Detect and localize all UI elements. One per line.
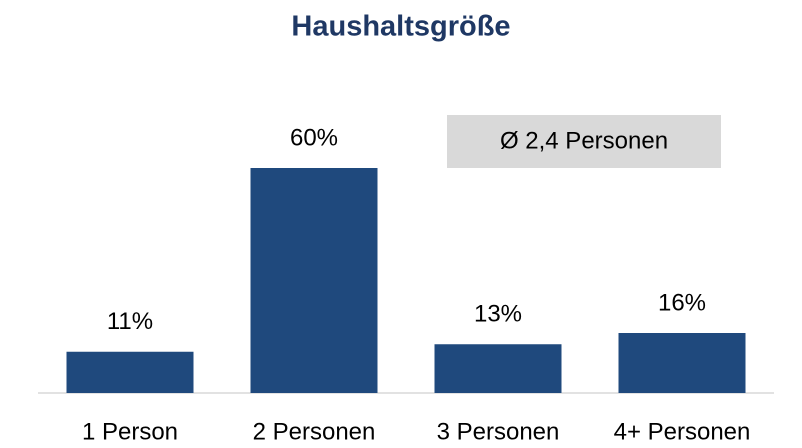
bar xyxy=(434,344,562,393)
data-label: 16% xyxy=(658,289,706,316)
bar xyxy=(66,351,194,393)
annotation-box xyxy=(447,115,721,168)
x-tick-label: 3 Personen xyxy=(437,418,560,445)
x-tick-label: 1 Person xyxy=(82,418,178,445)
annotation: Ø 2,4 Personen xyxy=(500,127,668,154)
chart-title: Haushaltsgröße xyxy=(291,11,510,43)
data-label: 60% xyxy=(290,124,338,151)
x-tick-label: 2 Personen xyxy=(253,418,376,445)
bar xyxy=(250,168,378,393)
x-tick-label: 4+ Personen xyxy=(614,418,751,445)
bar xyxy=(618,333,746,393)
data-label: 13% xyxy=(474,301,522,328)
data-label: 11% xyxy=(107,308,153,335)
